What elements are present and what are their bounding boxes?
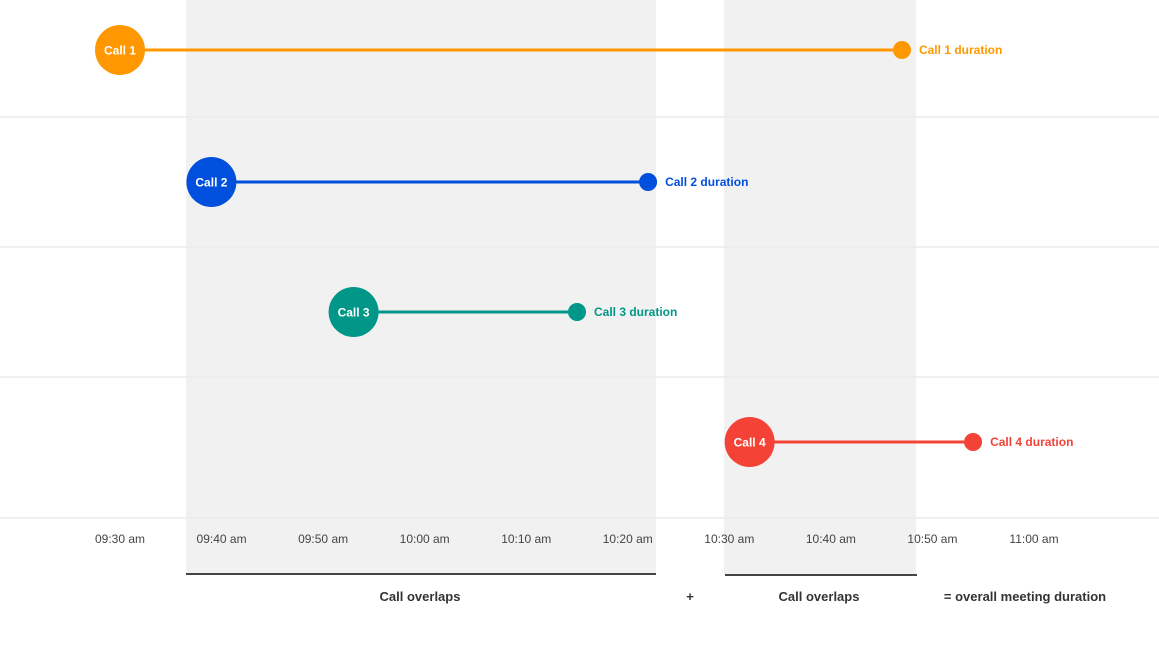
call-start-marker <box>328 287 379 337</box>
call-end-marker <box>892 41 911 59</box>
x-tick-label: 10:20 am <box>603 532 653 546</box>
call-series: Call 1 Call 1 duration <box>95 25 1002 75</box>
x-tick-label: 09:30 am <box>95 532 145 546</box>
gridlines <box>0 116 1159 519</box>
x-tick-label: 11:00 am <box>1009 532 1058 546</box>
x-axis-ticks: 09:30 am 09:40 am 09:50 am 10:00 am 10:10 am… <box>95 532 1059 546</box>
call-end-marker <box>964 433 983 451</box>
x-tick-label: 10:10 am <box>501 532 551 546</box>
call-series: Call 3 Call 3 duration <box>328 287 677 337</box>
call-end-marker <box>568 303 586 321</box>
call-series: Call 2 Call 2 duration <box>186 157 748 207</box>
total-duration-label: = overall meeting duration <box>944 589 1106 604</box>
x-tick-label: 09:40 am <box>197 532 247 546</box>
call-duration-label: Call 1 duration <box>919 43 1002 57</box>
call-series: Call 4 Call 4 duration <box>724 417 1073 467</box>
call-name-label: Call 3 <box>338 306 370 320</box>
overlap-band-2 <box>724 0 916 575</box>
call-name-label: Call 2 <box>195 176 227 190</box>
x-tick-label: 10:40 am <box>806 532 856 546</box>
call-start-marker <box>724 417 775 467</box>
call-name-label: Call 1 <box>104 44 136 58</box>
x-tick-label: 09:50 am <box>298 532 348 546</box>
overlap-band-1 <box>186 0 656 575</box>
overlap-label-2: Call overlaps <box>779 589 860 604</box>
call-start-marker <box>186 157 237 207</box>
plus-sign: + <box>686 589 694 604</box>
call-duration-label: Call 4 duration <box>990 435 1073 449</box>
overlap-label-1: Call overlaps <box>380 589 461 604</box>
x-tick-label: 10:00 am <box>400 532 450 546</box>
call-duration-label: Call 3 duration <box>594 305 677 319</box>
call-start-marker <box>95 25 145 75</box>
call-end-marker <box>639 173 658 191</box>
call-name-label: Call 4 <box>734 436 766 450</box>
x-tick-label: 10:30 am <box>704 532 754 546</box>
x-tick-label: 10:50 am <box>907 532 957 546</box>
series-group: Call 1 Call 1 duration Call 2 Call 2 durati… <box>95 25 1073 467</box>
call-duration-label: Call 2 duration <box>665 175 748 189</box>
